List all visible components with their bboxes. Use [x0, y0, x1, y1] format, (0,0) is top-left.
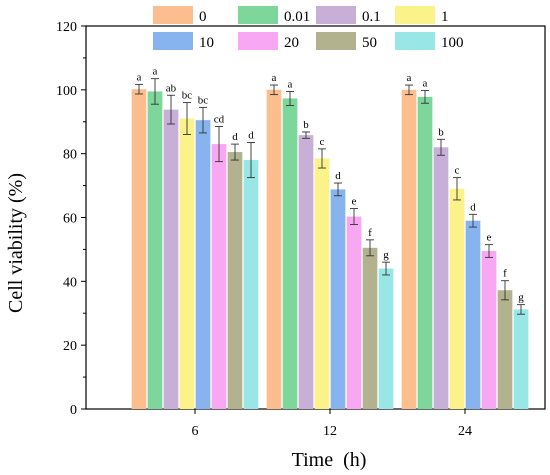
y-tick-label: 0 — [70, 403, 77, 418]
significance-letter: cd — [214, 114, 225, 126]
significance-letter: a — [272, 72, 277, 84]
significance-letter: g — [383, 249, 389, 261]
y-axis-title: Cell viability (%) — [5, 173, 27, 313]
bar — [449, 188, 465, 409]
y-tick-label: 40 — [63, 275, 77, 290]
y-tick-label: 120 — [56, 20, 77, 35]
bar — [147, 91, 163, 409]
bar — [243, 160, 259, 409]
significance-letter: bc — [198, 94, 209, 106]
significance-letter: f — [368, 227, 372, 239]
bar — [401, 89, 417, 409]
significance-letter: e — [352, 196, 357, 208]
bar — [131, 89, 147, 409]
bar — [195, 120, 211, 409]
legend-label: 100 — [441, 35, 464, 51]
bar — [211, 144, 227, 409]
bar — [330, 189, 346, 409]
bar — [362, 247, 378, 409]
significance-letter: bc — [182, 90, 193, 102]
bar — [497, 290, 513, 409]
x-axis-title: Time (h) — [292, 449, 367, 471]
bar — [481, 251, 497, 409]
significance-letter: g — [518, 292, 524, 304]
significance-letter: c — [320, 136, 325, 148]
bars — [131, 78, 529, 410]
legend-swatch — [395, 6, 435, 24]
legend-label: 20 — [284, 35, 299, 51]
legend-swatch — [316, 6, 356, 24]
significance-letter: d — [248, 129, 254, 141]
bar — [346, 216, 362, 409]
significance-letter: a — [407, 72, 412, 84]
y-tick-label: 20 — [63, 339, 77, 354]
bar — [433, 147, 449, 410]
significance-letter: a — [423, 77, 428, 89]
bar — [465, 220, 481, 409]
legend-swatch — [153, 32, 193, 50]
bar — [227, 152, 243, 409]
significance-letter: b — [303, 119, 309, 131]
y-tick-label: 100 — [56, 84, 77, 99]
legend-label: 1 — [441, 9, 449, 25]
y-tick-label: 80 — [63, 148, 77, 163]
legend: 0 0.01 0.1 1 10 20 50 100 — [153, 6, 464, 51]
significance-letter: b — [438, 126, 444, 138]
bar — [179, 118, 195, 409]
x-tick-label: 6 — [192, 424, 199, 439]
significance-letter: e — [487, 232, 492, 244]
significance-letter: a — [153, 66, 158, 78]
significance-letter: d — [335, 170, 341, 182]
bar — [163, 109, 179, 409]
legend-label: 0 — [199, 9, 207, 25]
bar — [282, 98, 298, 409]
significance-letter: d — [470, 201, 476, 213]
significance-letter: d — [232, 131, 238, 143]
significance-letter: c — [455, 165, 460, 177]
bar — [417, 96, 433, 409]
bar — [314, 158, 330, 409]
legend-label: 50 — [362, 35, 377, 51]
bar — [298, 135, 314, 409]
legend-label: 10 — [199, 35, 214, 51]
bar — [266, 89, 282, 409]
bar — [378, 268, 394, 409]
legend-swatch — [153, 6, 193, 24]
legend-label: 0.1 — [362, 9, 381, 25]
significance-letter: ab — [166, 82, 177, 94]
legend-swatch — [238, 6, 278, 24]
legend-label: 0.01 — [284, 9, 310, 25]
legend-swatch — [395, 32, 435, 50]
y-tick-label: 60 — [63, 212, 77, 227]
legend-swatch — [316, 32, 356, 50]
legend-swatch — [238, 32, 278, 50]
significance-letter: a — [288, 78, 293, 90]
bar — [513, 309, 529, 409]
significance-letter: f — [503, 268, 507, 280]
significance-letter: a — [137, 71, 142, 83]
x-tick-label: 24 — [458, 424, 472, 439]
x-tick-label: 12 — [323, 424, 337, 439]
